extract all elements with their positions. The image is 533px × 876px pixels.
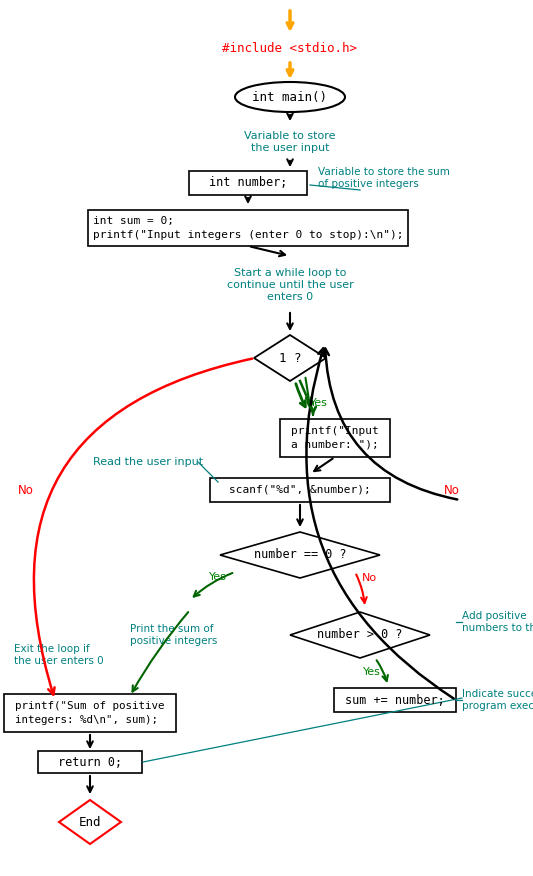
Polygon shape: [254, 335, 326, 381]
Text: No: No: [362, 573, 377, 583]
Text: int number;: int number;: [209, 176, 287, 189]
Text: 1 ?: 1 ?: [279, 351, 301, 364]
Text: number == 0 ?: number == 0 ?: [254, 548, 346, 562]
Text: Indicate successful
program execution: Indicate successful program execution: [462, 689, 533, 710]
Text: Variable to store
the user input: Variable to store the user input: [244, 131, 336, 152]
Text: Add positive
numbers to the sum: Add positive numbers to the sum: [462, 611, 533, 632]
Text: Yes: Yes: [209, 572, 227, 582]
Bar: [189, 171, 307, 195]
Bar: [280, 419, 390, 457]
Bar: [88, 210, 408, 246]
Text: int main(): int main(): [253, 90, 327, 103]
Text: #include <stdio.h>: #include <stdio.h>: [222, 41, 358, 54]
Text: return 0;: return 0;: [58, 755, 122, 768]
Bar: [334, 688, 456, 712]
Text: scanf("%d", &number);: scanf("%d", &number);: [229, 485, 371, 495]
Bar: [4, 694, 176, 732]
Text: Print the sum of
positive integers: Print the sum of positive integers: [130, 625, 217, 646]
Text: printf("Sum of positive
integers: %d\n", sum);: printf("Sum of positive integers: %d\n",…: [15, 702, 165, 724]
Text: No: No: [18, 484, 34, 497]
Polygon shape: [59, 800, 121, 844]
Bar: [38, 751, 142, 773]
Text: End: End: [79, 816, 101, 829]
Polygon shape: [220, 532, 380, 578]
Text: int sum = 0;
printf("Input integers (enter 0 to stop):\n");: int sum = 0; printf("Input integers (ent…: [93, 216, 403, 240]
Text: sum += number;: sum += number;: [345, 694, 445, 707]
Text: printf("Input
a number: ");: printf("Input a number: ");: [291, 427, 379, 449]
Text: Yes: Yes: [310, 398, 328, 408]
Ellipse shape: [235, 82, 345, 112]
Text: Variable to store the sum
of positive integers: Variable to store the sum of positive in…: [318, 167, 450, 189]
Bar: [210, 478, 390, 502]
Polygon shape: [290, 612, 430, 658]
Text: Exit the loop if
the user enters 0: Exit the loop if the user enters 0: [14, 644, 103, 666]
Text: No: No: [444, 484, 460, 497]
Text: Read the user input: Read the user input: [93, 457, 203, 467]
Text: number > 0 ?: number > 0 ?: [317, 628, 403, 641]
Text: Start a while loop to
continue until the user
enters 0: Start a while loop to continue until the…: [227, 268, 353, 301]
Text: Yes: Yes: [363, 667, 381, 677]
